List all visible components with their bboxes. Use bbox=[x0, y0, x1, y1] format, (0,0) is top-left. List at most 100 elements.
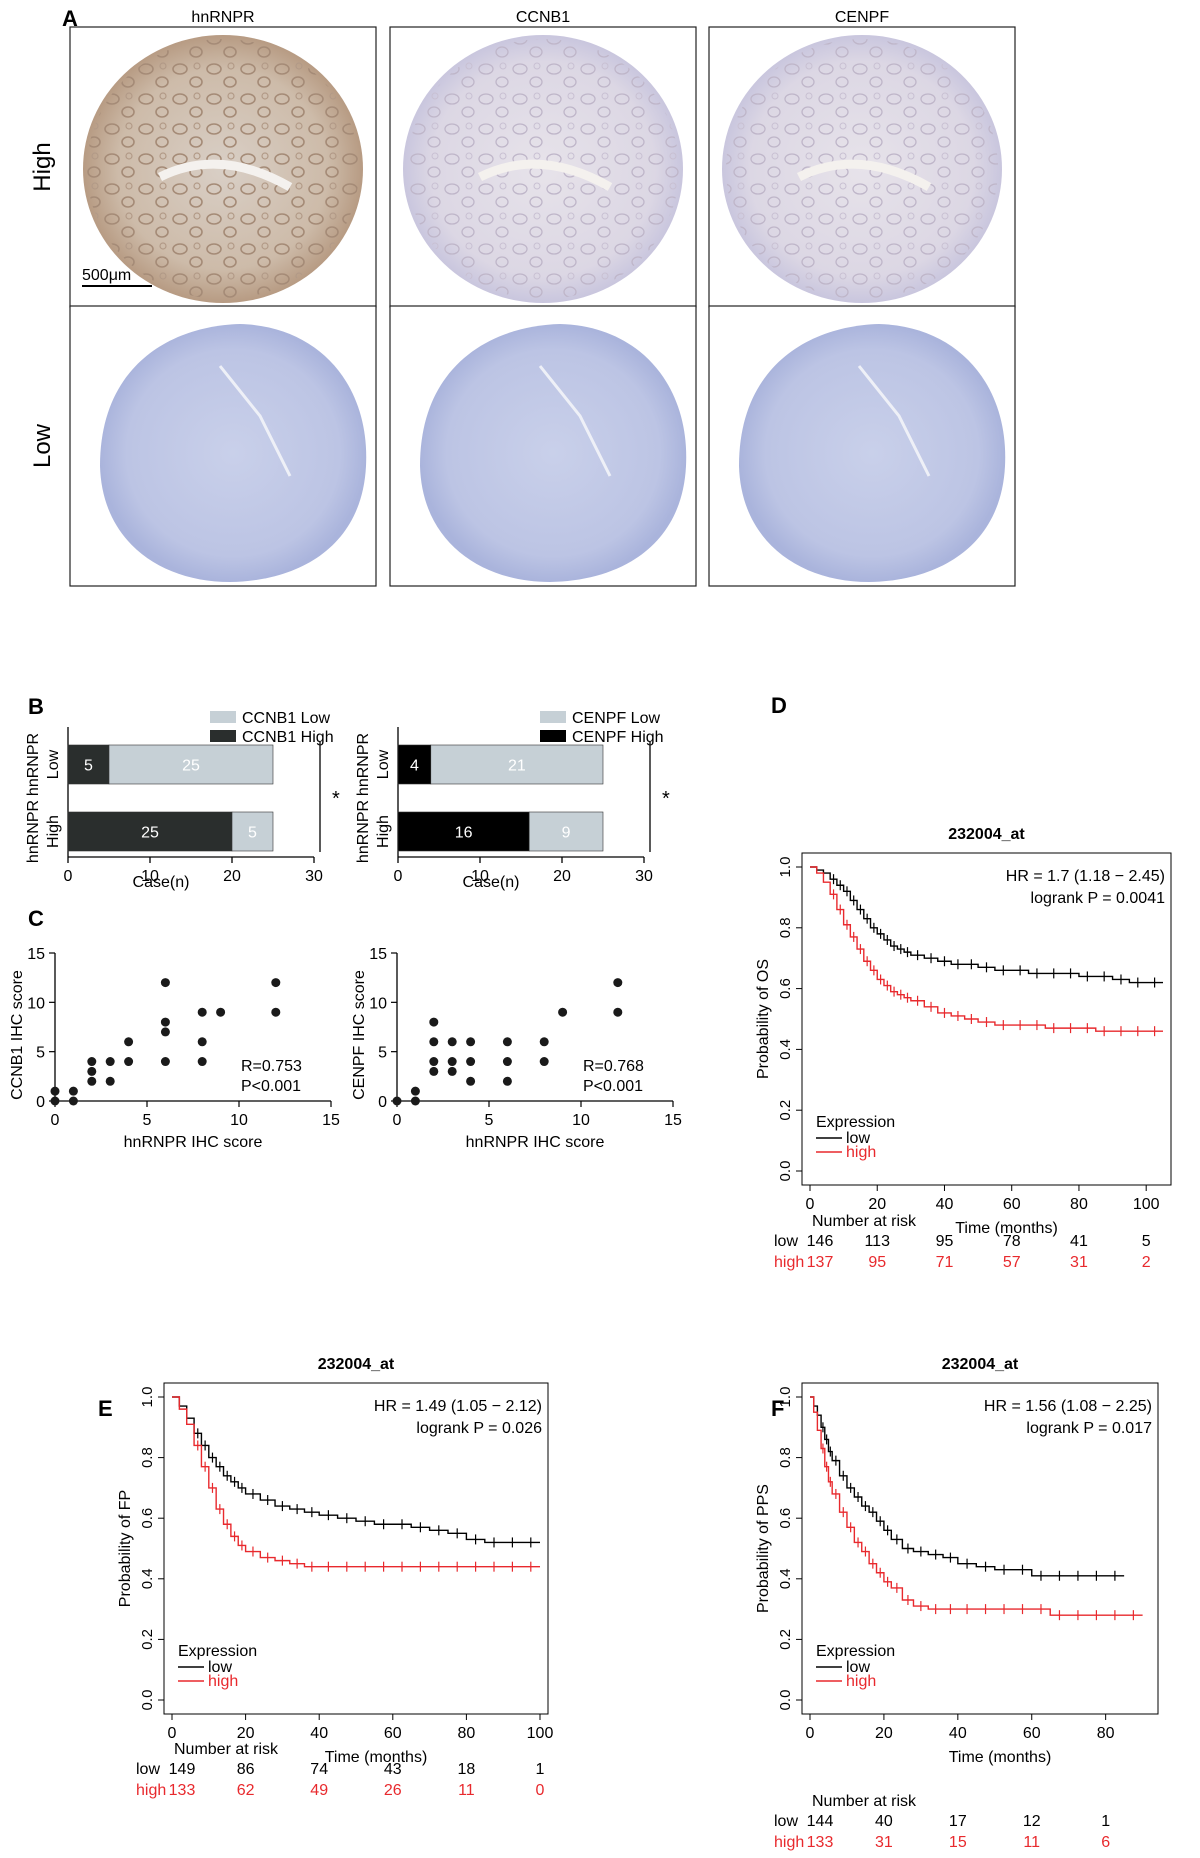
x-tick-label: 10 bbox=[471, 868, 489, 885]
x-tick-label: 0 bbox=[51, 1112, 60, 1129]
tissue-core bbox=[389, 305, 697, 587]
row-label: High bbox=[29, 142, 56, 191]
category-label: Low bbox=[375, 749, 392, 779]
x-tick-label: 60 bbox=[1003, 1196, 1021, 1213]
censor-marks-low bbox=[832, 874, 1156, 988]
scatter-point bbox=[429, 1017, 439, 1027]
scatter-point bbox=[429, 1037, 439, 1047]
scatter-point bbox=[447, 1037, 457, 1047]
row-label: Low bbox=[29, 423, 56, 468]
risk-table-title: Number at risk bbox=[174, 1741, 279, 1758]
panel-c: C 0 5 10 15 0 5 10 15 hnRNPR IHC score CCNB1 IHC s… bbox=[9, 906, 682, 1151]
bar-segment bbox=[397, 811, 530, 852]
x-axis-label: Case(n) bbox=[133, 874, 190, 891]
scatter-point bbox=[392, 1096, 402, 1106]
x-axis-label: Time (months) bbox=[949, 1749, 1052, 1766]
risk-count: 146 bbox=[807, 1233, 834, 1250]
scatter-point bbox=[502, 1076, 512, 1086]
x-tick-label: 40 bbox=[310, 1725, 328, 1742]
scatter-point bbox=[539, 1057, 549, 1067]
scatter-point bbox=[160, 978, 170, 988]
scatter-point bbox=[105, 1057, 115, 1067]
risk-count: 31 bbox=[1070, 1254, 1088, 1271]
x-tick-label: 5 bbox=[485, 1112, 494, 1129]
y-tick-label: 10 bbox=[27, 995, 45, 1012]
x-tick-label: 0 bbox=[806, 1196, 815, 1213]
x-tick-label: 40 bbox=[949, 1725, 967, 1742]
bar-segment bbox=[231, 811, 274, 852]
tissue-cleft bbox=[857, 365, 931, 477]
logrank-p: logrank P = 0.026 bbox=[416, 1420, 542, 1437]
legend-title: Expression bbox=[816, 1114, 895, 1131]
bar-segment bbox=[67, 744, 110, 785]
risk-count: 95 bbox=[868, 1254, 886, 1271]
y-tick-label: 0.4 bbox=[777, 1568, 794, 1589]
x-tick-label: 10 bbox=[572, 1112, 590, 1129]
legend-entry: low bbox=[846, 1659, 870, 1676]
scatter-point bbox=[124, 1057, 134, 1067]
legend-swatch bbox=[540, 730, 566, 742]
scatter-point bbox=[502, 1057, 512, 1067]
scatter-point bbox=[68, 1086, 78, 1096]
panel-letter-a: A bbox=[62, 6, 78, 31]
risk-count: 137 bbox=[807, 1254, 834, 1271]
tissue-core bbox=[389, 26, 697, 308]
y-tick-label: 0.6 bbox=[777, 1508, 794, 1529]
risk-count: 11 bbox=[1023, 1834, 1040, 1851]
risk-count: 74 bbox=[310, 1761, 328, 1778]
risk-count: 43 bbox=[384, 1761, 402, 1778]
x-tick-label: 100 bbox=[1133, 1196, 1160, 1213]
x-axis-label: hnRNPR IHC score bbox=[124, 1134, 263, 1151]
x-tick-label: 60 bbox=[1023, 1725, 1041, 1742]
x-tick-label: 40 bbox=[936, 1196, 954, 1213]
bar-value-label: 21 bbox=[508, 758, 526, 775]
hazard-ratio: HR = 1.49 (1.05 − 2.12) bbox=[374, 1398, 542, 1415]
risk-count: 1 bbox=[1101, 1813, 1110, 1830]
x-tick-label: 60 bbox=[384, 1725, 402, 1742]
survival-curve-high bbox=[810, 866, 1163, 1032]
scatter-point bbox=[271, 1007, 281, 1017]
y-tick-label: 0.4 bbox=[777, 1039, 794, 1060]
survival-curve-low bbox=[810, 866, 1163, 984]
x-axis-label: Case(n) bbox=[463, 874, 520, 891]
panel-letter-b: B bbox=[28, 694, 44, 719]
scatter-point bbox=[429, 1057, 439, 1067]
panel-e: E 232004_at 0 20 40 60 80 100 0.0 0.2 0.4 0.6 0.8 1.0… bbox=[98, 1356, 553, 1799]
survival-curve-high bbox=[810, 1396, 1143, 1616]
x-tick-label: 30 bbox=[635, 868, 653, 885]
y-tick-label: 0.2 bbox=[139, 1629, 156, 1650]
tissue-cleft bbox=[157, 159, 293, 191]
scatter-point bbox=[502, 1037, 512, 1047]
hazard-ratio: HR = 1.7 (1.18 − 2.45) bbox=[1006, 868, 1165, 885]
bar-value-label: 5 bbox=[84, 758, 93, 775]
logrank-p: logrank P = 0.0041 bbox=[1031, 890, 1166, 907]
y-tick-label: 0.8 bbox=[139, 1447, 156, 1468]
y-tick-label: 1.0 bbox=[139, 1387, 156, 1408]
significance-star: * bbox=[662, 788, 670, 810]
survival-curve-low bbox=[172, 1396, 540, 1544]
tissue-disc bbox=[420, 324, 687, 582]
risk-count: 41 bbox=[1070, 1233, 1088, 1250]
y-tick-label: 10 bbox=[369, 995, 387, 1012]
bar-value-label: 4 bbox=[410, 758, 419, 775]
tissue-core bbox=[69, 305, 377, 587]
legend-swatch bbox=[540, 711, 566, 723]
plot-frame bbox=[801, 852, 1172, 1186]
risk-count: 11 bbox=[458, 1782, 475, 1799]
scale-bar-label: 500μm bbox=[82, 267, 131, 284]
x-tick-label: 15 bbox=[664, 1112, 682, 1129]
category-label: High bbox=[375, 815, 392, 848]
tissue-core bbox=[708, 305, 1016, 587]
risk-row-label: high bbox=[774, 1834, 804, 1851]
plot-frame bbox=[163, 1382, 549, 1715]
chart-title: 232004_at bbox=[948, 826, 1025, 843]
panel-f: F 232004_at 0 20 40 60 80 0.0 0.2 0.4 0.6 0.8 1.0 Tim… bbox=[755, 1356, 1159, 1851]
risk-count: 113 bbox=[864, 1233, 890, 1250]
tissue-cleft bbox=[218, 365, 292, 477]
legend-entry: CENPF High bbox=[572, 729, 664, 746]
y-axis-label: CENPF IHC score bbox=[351, 970, 368, 1100]
risk-count: 2 bbox=[1142, 1254, 1151, 1271]
y-tick-label: 15 bbox=[369, 946, 387, 963]
legend-swatch bbox=[210, 711, 236, 723]
